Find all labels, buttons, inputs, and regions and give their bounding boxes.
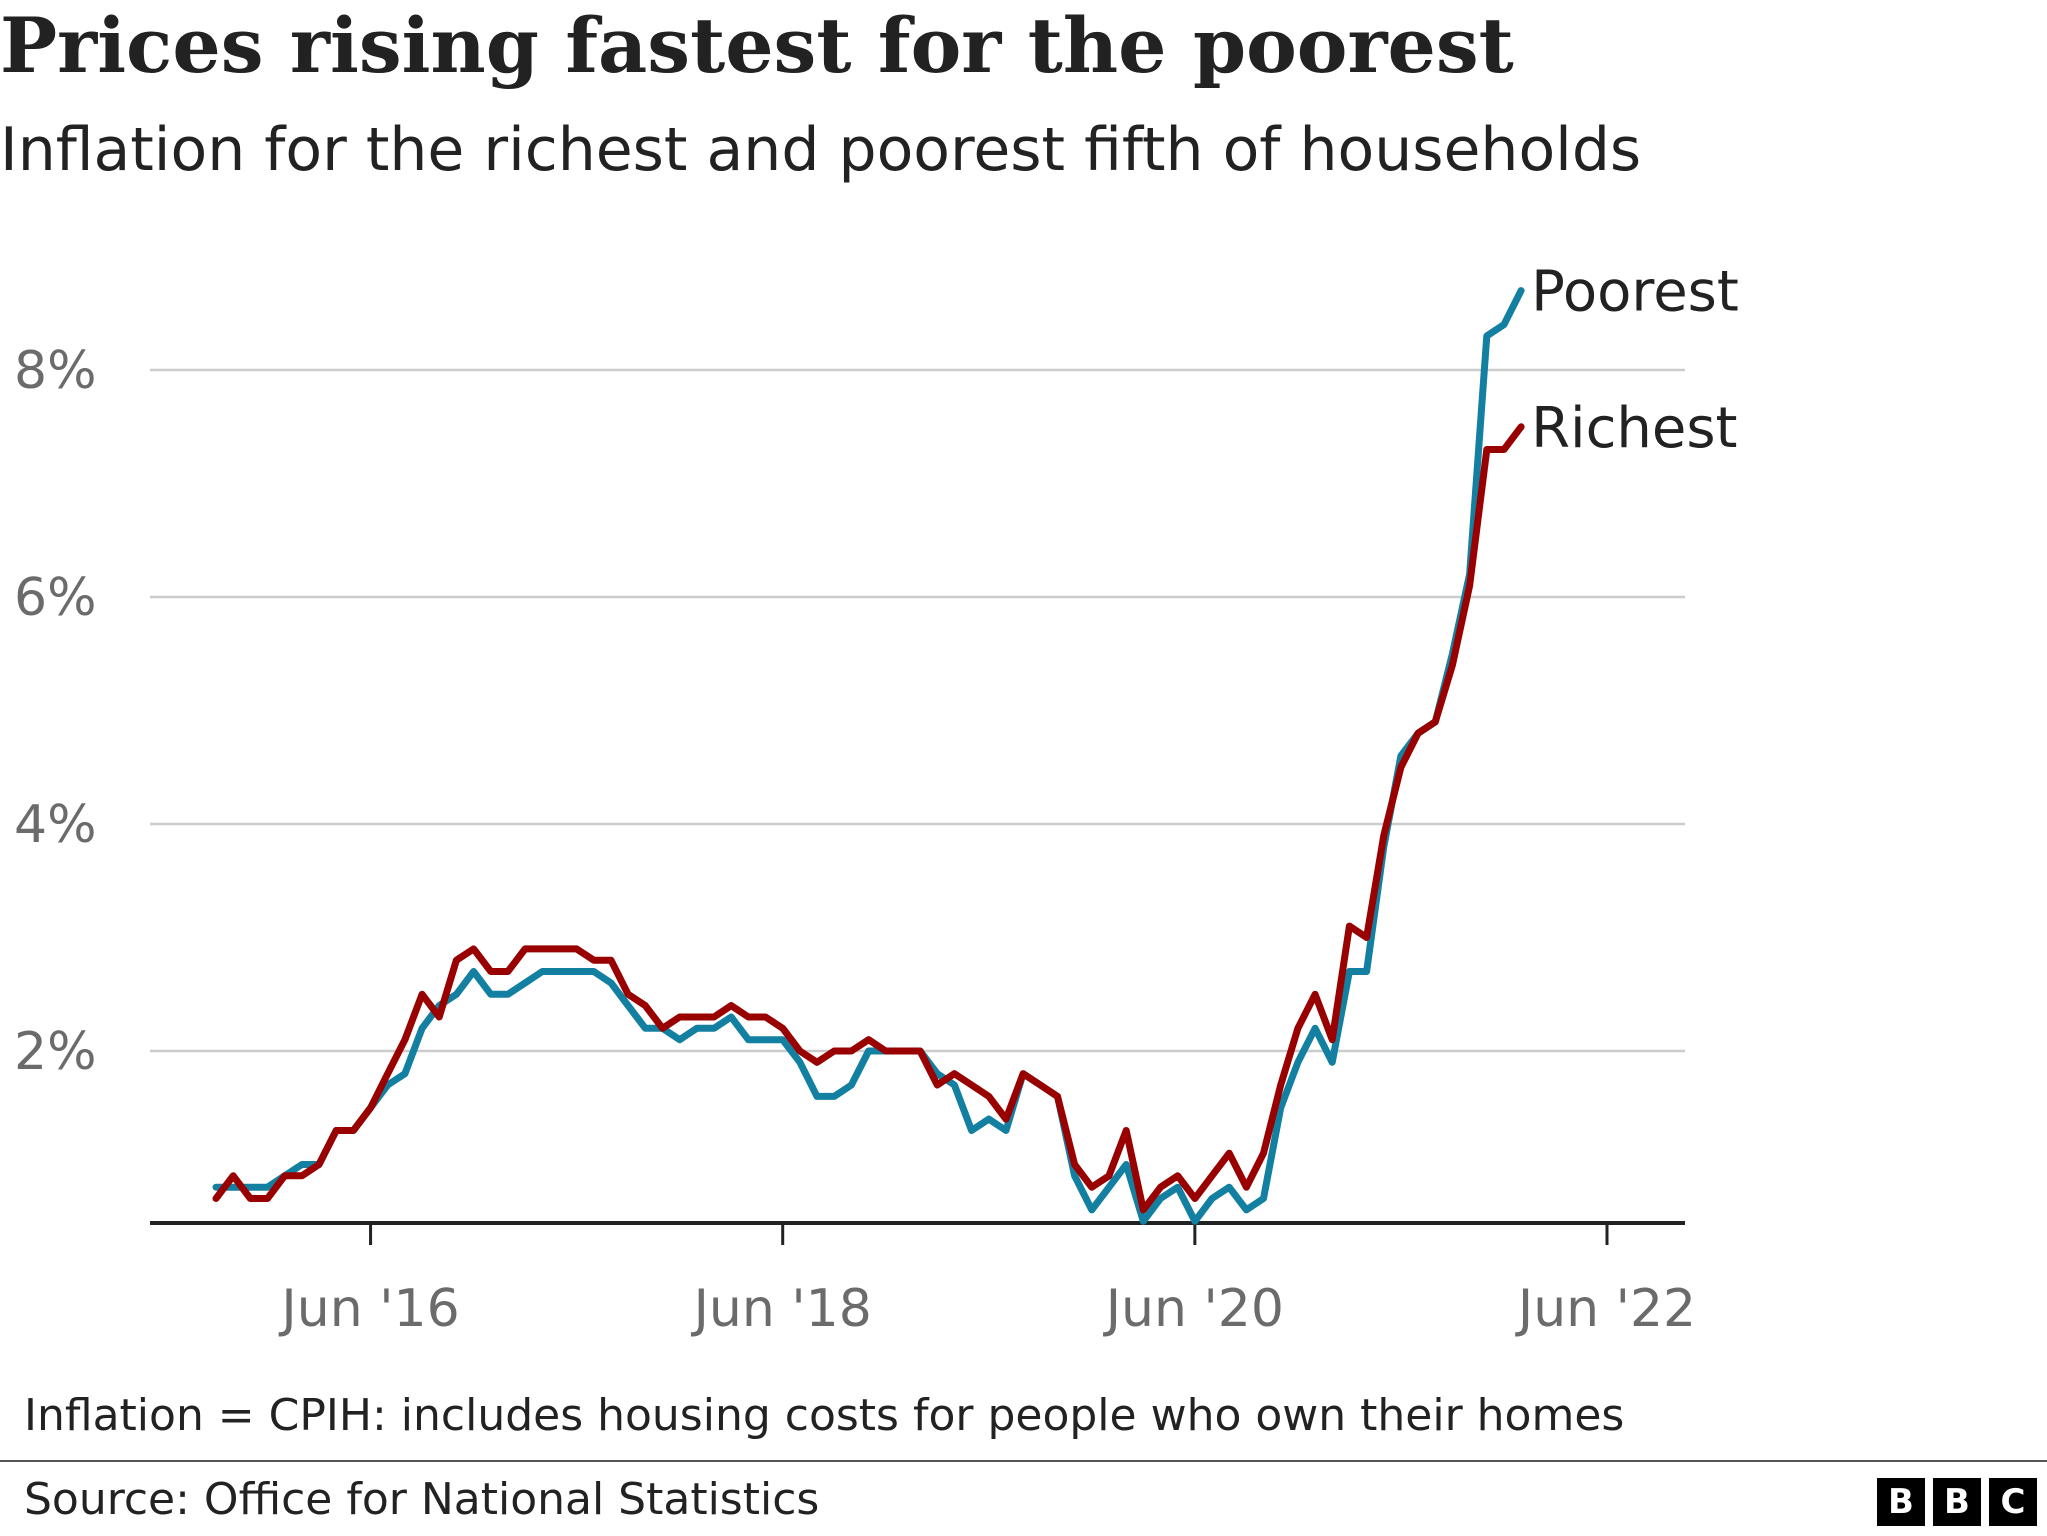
- logo-letter-c: C: [1989, 1478, 2037, 1526]
- x-tick-label: Jun '22: [1515, 1279, 1696, 1339]
- x-tick-label: Jun '20: [1103, 1279, 1284, 1339]
- footnote: Inflation = CPIH: includes housing costs…: [24, 1390, 1625, 1441]
- x-axis: Jun '16 Jun '18 Jun '20 Jun '22: [150, 1221, 1696, 1339]
- series-label-richest: Richest: [1531, 396, 1737, 461]
- line-chart: 2% 4% 6% 8% Jun '16 Jun '18 Jun '20 Jun '22 Po…: [14, 260, 1739, 1339]
- series-lines: [212, 287, 1525, 1225]
- x-tick-label: Jun '18: [691, 1279, 872, 1339]
- series-label-poorest: Poorest: [1531, 260, 1739, 325]
- logo-letter-b2: B: [1933, 1478, 1981, 1526]
- chart-title: Prices rising fastest for the poorest: [0, 1, 1514, 90]
- source-credit: Source: Office for National Statistics: [24, 1474, 820, 1525]
- y-tick-label: 6%: [14, 568, 97, 628]
- series-line-poorest: [212, 287, 1525, 1225]
- footer-divider: [0, 1460, 2047, 1462]
- x-tick-label: Jun '16: [278, 1279, 459, 1339]
- y-tick-label: 4%: [14, 795, 97, 855]
- y-tick-label: 2%: [14, 1022, 97, 1082]
- y-tick-label: 8%: [14, 341, 97, 401]
- bbc-logo: B B C: [1877, 1478, 2037, 1526]
- logo-letter-b1: B: [1877, 1478, 1925, 1526]
- series-line-richest: [212, 423, 1525, 1214]
- series-labels: Poorest Richest: [1531, 260, 1739, 461]
- gridlines: [150, 368, 1685, 1053]
- y-axis-ticks: 2% 4% 6% 8%: [14, 341, 97, 1082]
- chart-subtitle: Inflation for the richest and poorest fi…: [0, 115, 1642, 185]
